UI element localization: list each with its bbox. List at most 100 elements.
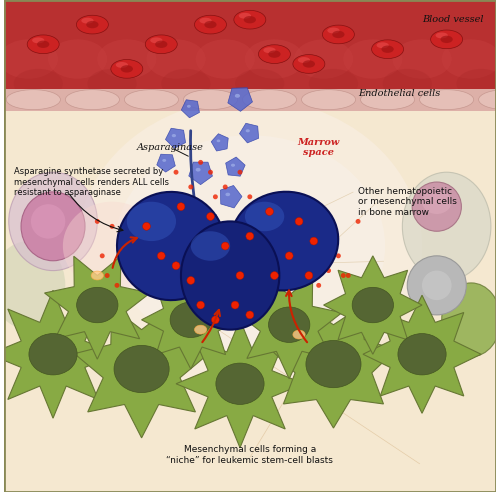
Circle shape <box>238 170 242 175</box>
Ellipse shape <box>309 69 358 98</box>
Ellipse shape <box>150 37 162 43</box>
Ellipse shape <box>422 271 452 300</box>
Circle shape <box>246 311 254 319</box>
Ellipse shape <box>210 252 216 255</box>
Ellipse shape <box>436 32 448 38</box>
Ellipse shape <box>117 192 225 300</box>
Circle shape <box>231 301 239 309</box>
Ellipse shape <box>294 39 353 79</box>
Ellipse shape <box>244 16 256 23</box>
Ellipse shape <box>76 287 118 323</box>
Ellipse shape <box>31 204 66 239</box>
Ellipse shape <box>245 39 304 79</box>
Ellipse shape <box>194 15 226 34</box>
Ellipse shape <box>235 69 284 98</box>
Bar <box>4 0 496 98</box>
Ellipse shape <box>293 330 305 339</box>
Circle shape <box>188 184 193 189</box>
Ellipse shape <box>200 18 211 24</box>
Polygon shape <box>74 307 208 438</box>
Ellipse shape <box>111 60 143 78</box>
Ellipse shape <box>420 90 474 110</box>
Ellipse shape <box>230 192 338 290</box>
Ellipse shape <box>258 45 290 63</box>
Ellipse shape <box>48 39 107 79</box>
Circle shape <box>295 217 303 225</box>
Circle shape <box>172 262 180 270</box>
Text: Blood vessel: Blood vessel <box>422 15 484 24</box>
Ellipse shape <box>216 139 220 142</box>
Ellipse shape <box>264 47 276 53</box>
Circle shape <box>144 234 149 239</box>
Ellipse shape <box>114 345 169 393</box>
Ellipse shape <box>32 37 44 43</box>
Circle shape <box>174 170 178 175</box>
Circle shape <box>100 253 104 258</box>
Ellipse shape <box>0 39 58 79</box>
Ellipse shape <box>332 31 344 38</box>
Ellipse shape <box>246 129 250 132</box>
Polygon shape <box>44 256 150 359</box>
Ellipse shape <box>216 363 264 404</box>
Ellipse shape <box>37 40 50 48</box>
Circle shape <box>266 208 274 215</box>
Ellipse shape <box>268 50 280 58</box>
Circle shape <box>187 277 194 284</box>
Circle shape <box>341 273 346 278</box>
Ellipse shape <box>6 90 60 110</box>
Ellipse shape <box>120 65 133 72</box>
Ellipse shape <box>78 98 422 394</box>
Ellipse shape <box>14 69 63 98</box>
Ellipse shape <box>172 134 176 137</box>
Circle shape <box>158 252 165 260</box>
Ellipse shape <box>181 221 280 330</box>
Ellipse shape <box>344 39 402 79</box>
Circle shape <box>177 203 185 211</box>
Ellipse shape <box>440 35 453 43</box>
Circle shape <box>223 184 228 189</box>
Circle shape <box>331 248 336 253</box>
Ellipse shape <box>382 69 432 98</box>
Circle shape <box>124 258 130 263</box>
Ellipse shape <box>124 90 178 110</box>
Circle shape <box>196 301 204 309</box>
Ellipse shape <box>328 28 340 33</box>
Text: Other hematopoietic
or mesenchymal cells
in bone marrow: Other hematopoietic or mesenchymal cells… <box>358 187 457 217</box>
Ellipse shape <box>376 42 389 48</box>
Ellipse shape <box>146 39 206 79</box>
Ellipse shape <box>91 271 104 280</box>
Ellipse shape <box>27 35 59 54</box>
Circle shape <box>149 273 154 278</box>
Ellipse shape <box>352 287 394 323</box>
Ellipse shape <box>478 90 500 110</box>
Ellipse shape <box>302 90 356 110</box>
Ellipse shape <box>302 60 315 67</box>
Circle shape <box>336 253 341 258</box>
Ellipse shape <box>268 307 310 342</box>
Ellipse shape <box>88 69 136 98</box>
Ellipse shape <box>372 40 404 59</box>
Ellipse shape <box>245 202 284 231</box>
Circle shape <box>326 268 331 273</box>
Circle shape <box>208 170 213 175</box>
Ellipse shape <box>155 40 168 48</box>
Ellipse shape <box>235 94 240 98</box>
Ellipse shape <box>412 182 462 231</box>
Circle shape <box>312 258 316 263</box>
Ellipse shape <box>293 55 325 73</box>
Ellipse shape <box>402 172 491 280</box>
Bar <box>4 89 496 111</box>
Ellipse shape <box>322 25 354 44</box>
Circle shape <box>316 283 321 288</box>
Ellipse shape <box>442 39 500 79</box>
Ellipse shape <box>242 90 296 110</box>
Ellipse shape <box>116 62 128 68</box>
Circle shape <box>139 248 144 253</box>
Ellipse shape <box>442 283 500 357</box>
Polygon shape <box>363 295 481 413</box>
Ellipse shape <box>226 193 230 196</box>
Ellipse shape <box>184 90 238 110</box>
Circle shape <box>206 213 214 220</box>
Ellipse shape <box>422 189 452 214</box>
Ellipse shape <box>82 18 94 24</box>
